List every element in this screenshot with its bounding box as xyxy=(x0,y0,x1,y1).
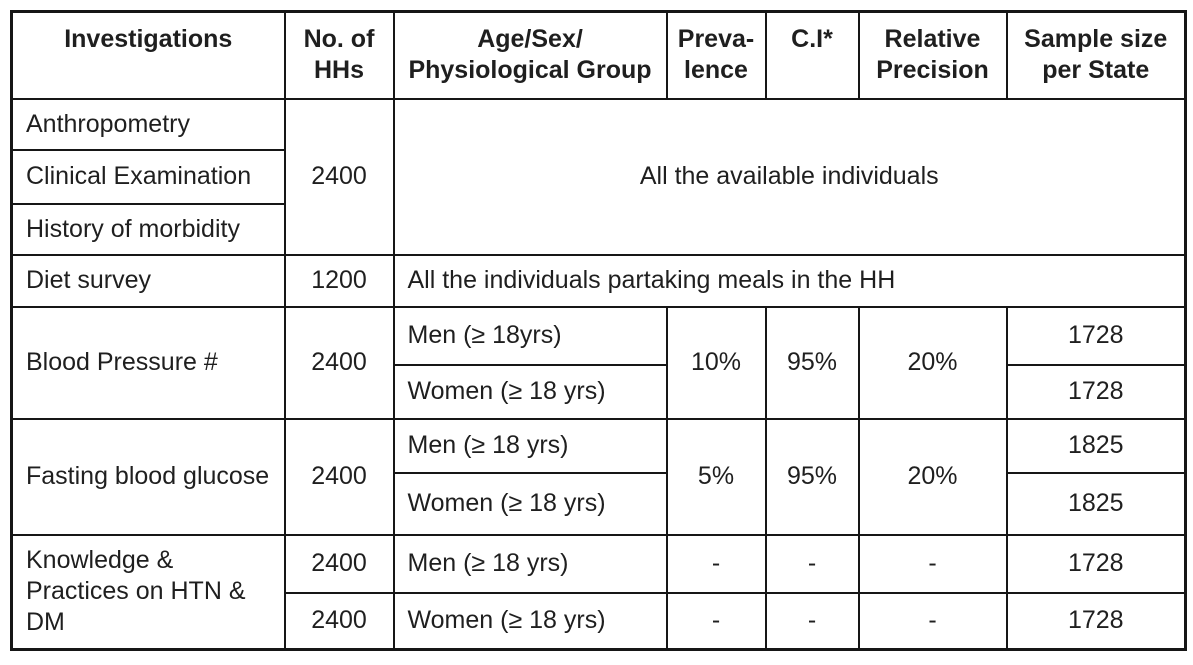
cell-bp-prevalence: 10% xyxy=(665,305,767,420)
cell-bp-sample-size-women: 1728 xyxy=(1005,363,1187,420)
cell-kp-prevalence-men: - xyxy=(665,533,767,594)
cell-diet-group-note: All the individuals partaking meals in t… xyxy=(392,253,1187,308)
header-line: Preva- xyxy=(677,25,755,53)
header-line: lence xyxy=(684,56,748,84)
cell-bp-group-men: Men (≥ 18yrs) xyxy=(392,305,668,366)
cell-investigation-blood-pressure: Blood Pressure # xyxy=(10,305,286,420)
cell-fbg-ci: 95% xyxy=(764,417,860,536)
cell-fbg-no-of-hhs: 2400 xyxy=(283,417,395,536)
cell-kp-no-of-hhs-men: 2400 xyxy=(283,533,395,594)
header-prevalence: Preva- lence xyxy=(665,10,767,100)
cell-kp-group-men: Men (≥ 18 yrs) xyxy=(392,533,668,594)
cell-bp-no-of-hhs: 2400 xyxy=(283,305,395,420)
header-line: Physiological Group xyxy=(408,56,652,84)
header-line: HHs xyxy=(313,56,364,84)
cell-fbg-sample-size-men: 1825 xyxy=(1005,417,1187,474)
cell-fbg-prevalence: 5% xyxy=(665,417,767,536)
cell-investigation-history-of-morbidity: History of morbidity xyxy=(10,202,286,256)
header-line: C.I* xyxy=(791,25,833,53)
header-sample-size-per-state: Sample size per State xyxy=(1005,10,1187,100)
cell-diet-no-of-hhs: 1200 xyxy=(283,253,395,308)
cell-kp-sample-size-women: 1728 xyxy=(1005,591,1187,651)
header-line: per State xyxy=(1042,56,1150,84)
row-blood-pressure-men: Blood Pressure # 2400 Men (≥ 18yrs) 10% … xyxy=(10,305,1187,420)
cell-kp-prevalence-women: - xyxy=(665,591,767,651)
header-line: Relative xyxy=(884,25,981,53)
cell-kp-ci-women: - xyxy=(764,591,860,651)
header-line: Age/Sex/ xyxy=(477,25,583,53)
row-fasting-glucose-men: Fasting blood glucose 2400 Men (≥ 18 yrs… xyxy=(10,417,1187,536)
cell-kp-sample-size-men: 1728 xyxy=(1005,533,1187,594)
row-fasting-glucose-women: Women (≥ 18 yrs) 1825 xyxy=(12,471,1187,536)
cell-kp-no-of-hhs-women: 2400 xyxy=(283,591,395,651)
header-line: Sample size xyxy=(1024,25,1168,53)
cell-fbg-group-women: Women (≥ 18 yrs) xyxy=(392,471,668,536)
cell-bp-ci: 95% xyxy=(764,305,860,420)
cell-general-no-of-hhs: 2400 xyxy=(283,97,395,256)
row-knowledge-practices-men: Knowledge & Practices on HTN & DM 2400 M… xyxy=(10,533,1187,651)
row-anthropometry: Anthropometry 2400 All the available ind… xyxy=(10,97,1187,256)
row-blood-pressure-women: Women (≥ 18 yrs) 1728 xyxy=(12,363,1187,420)
header-no-of-hhs: No. of HHs xyxy=(283,10,395,100)
row-diet-survey: Diet survey 1200 All the individuals par… xyxy=(10,253,1187,308)
cell-fbg-group-men: Men (≥ 18 yrs) xyxy=(392,417,668,474)
cell-bp-relative-precision: 20% xyxy=(857,305,1008,420)
cell-investigation-knowledge-practices: Knowledge & Practices on HTN & DM xyxy=(10,533,286,651)
header-relative-precision: Relative Precision xyxy=(857,10,1008,100)
cell-investigation-fasting-glucose: Fasting blood glucose xyxy=(10,417,286,536)
cell-kp-group-women: Women (≥ 18 yrs) xyxy=(392,591,668,651)
row-clinical-examination: Clinical Examination xyxy=(10,148,1186,205)
cell-fbg-sample-size-women: 1825 xyxy=(1005,471,1187,536)
cell-general-group-note: All the available individuals xyxy=(392,97,1187,256)
row-history-of-morbidity: History of morbidity xyxy=(10,202,1186,256)
cell-bp-group-women: Women (≥ 18 yrs) xyxy=(392,363,668,420)
cell-bp-sample-size-men: 1728 xyxy=(1005,305,1187,366)
cell-investigation-diet-survey: Diet survey xyxy=(10,253,286,308)
header-investigations: Investigations xyxy=(10,10,286,100)
row-knowledge-practices-women: 2400 Women (≥ 18 yrs) - - - 1728 xyxy=(12,591,1187,651)
cell-kp-relative-precision-women: - xyxy=(857,591,1008,651)
header-line: Investigations xyxy=(64,25,233,53)
cell-investigation-anthropometry: Anthropometry xyxy=(10,97,286,151)
cell-fbg-relative-precision: 20% xyxy=(857,417,1008,536)
header-age-sex-group: Age/Sex/ Physiological Group xyxy=(392,10,668,100)
header-row: Investigations No. of HHs Age/Sex/ Physi… xyxy=(10,10,1187,100)
sampling-design-table: Investigations No. of HHs Age/Sex/ Physi… xyxy=(10,10,1187,651)
cell-investigation-clinical-examination: Clinical Examination xyxy=(10,148,286,205)
header-line: No. of xyxy=(303,25,375,53)
header-line: Precision xyxy=(876,56,989,84)
header-ci: C.I* xyxy=(764,10,860,100)
cell-kp-ci-men: - xyxy=(764,533,860,594)
cell-kp-relative-precision-men: - xyxy=(857,533,1008,594)
